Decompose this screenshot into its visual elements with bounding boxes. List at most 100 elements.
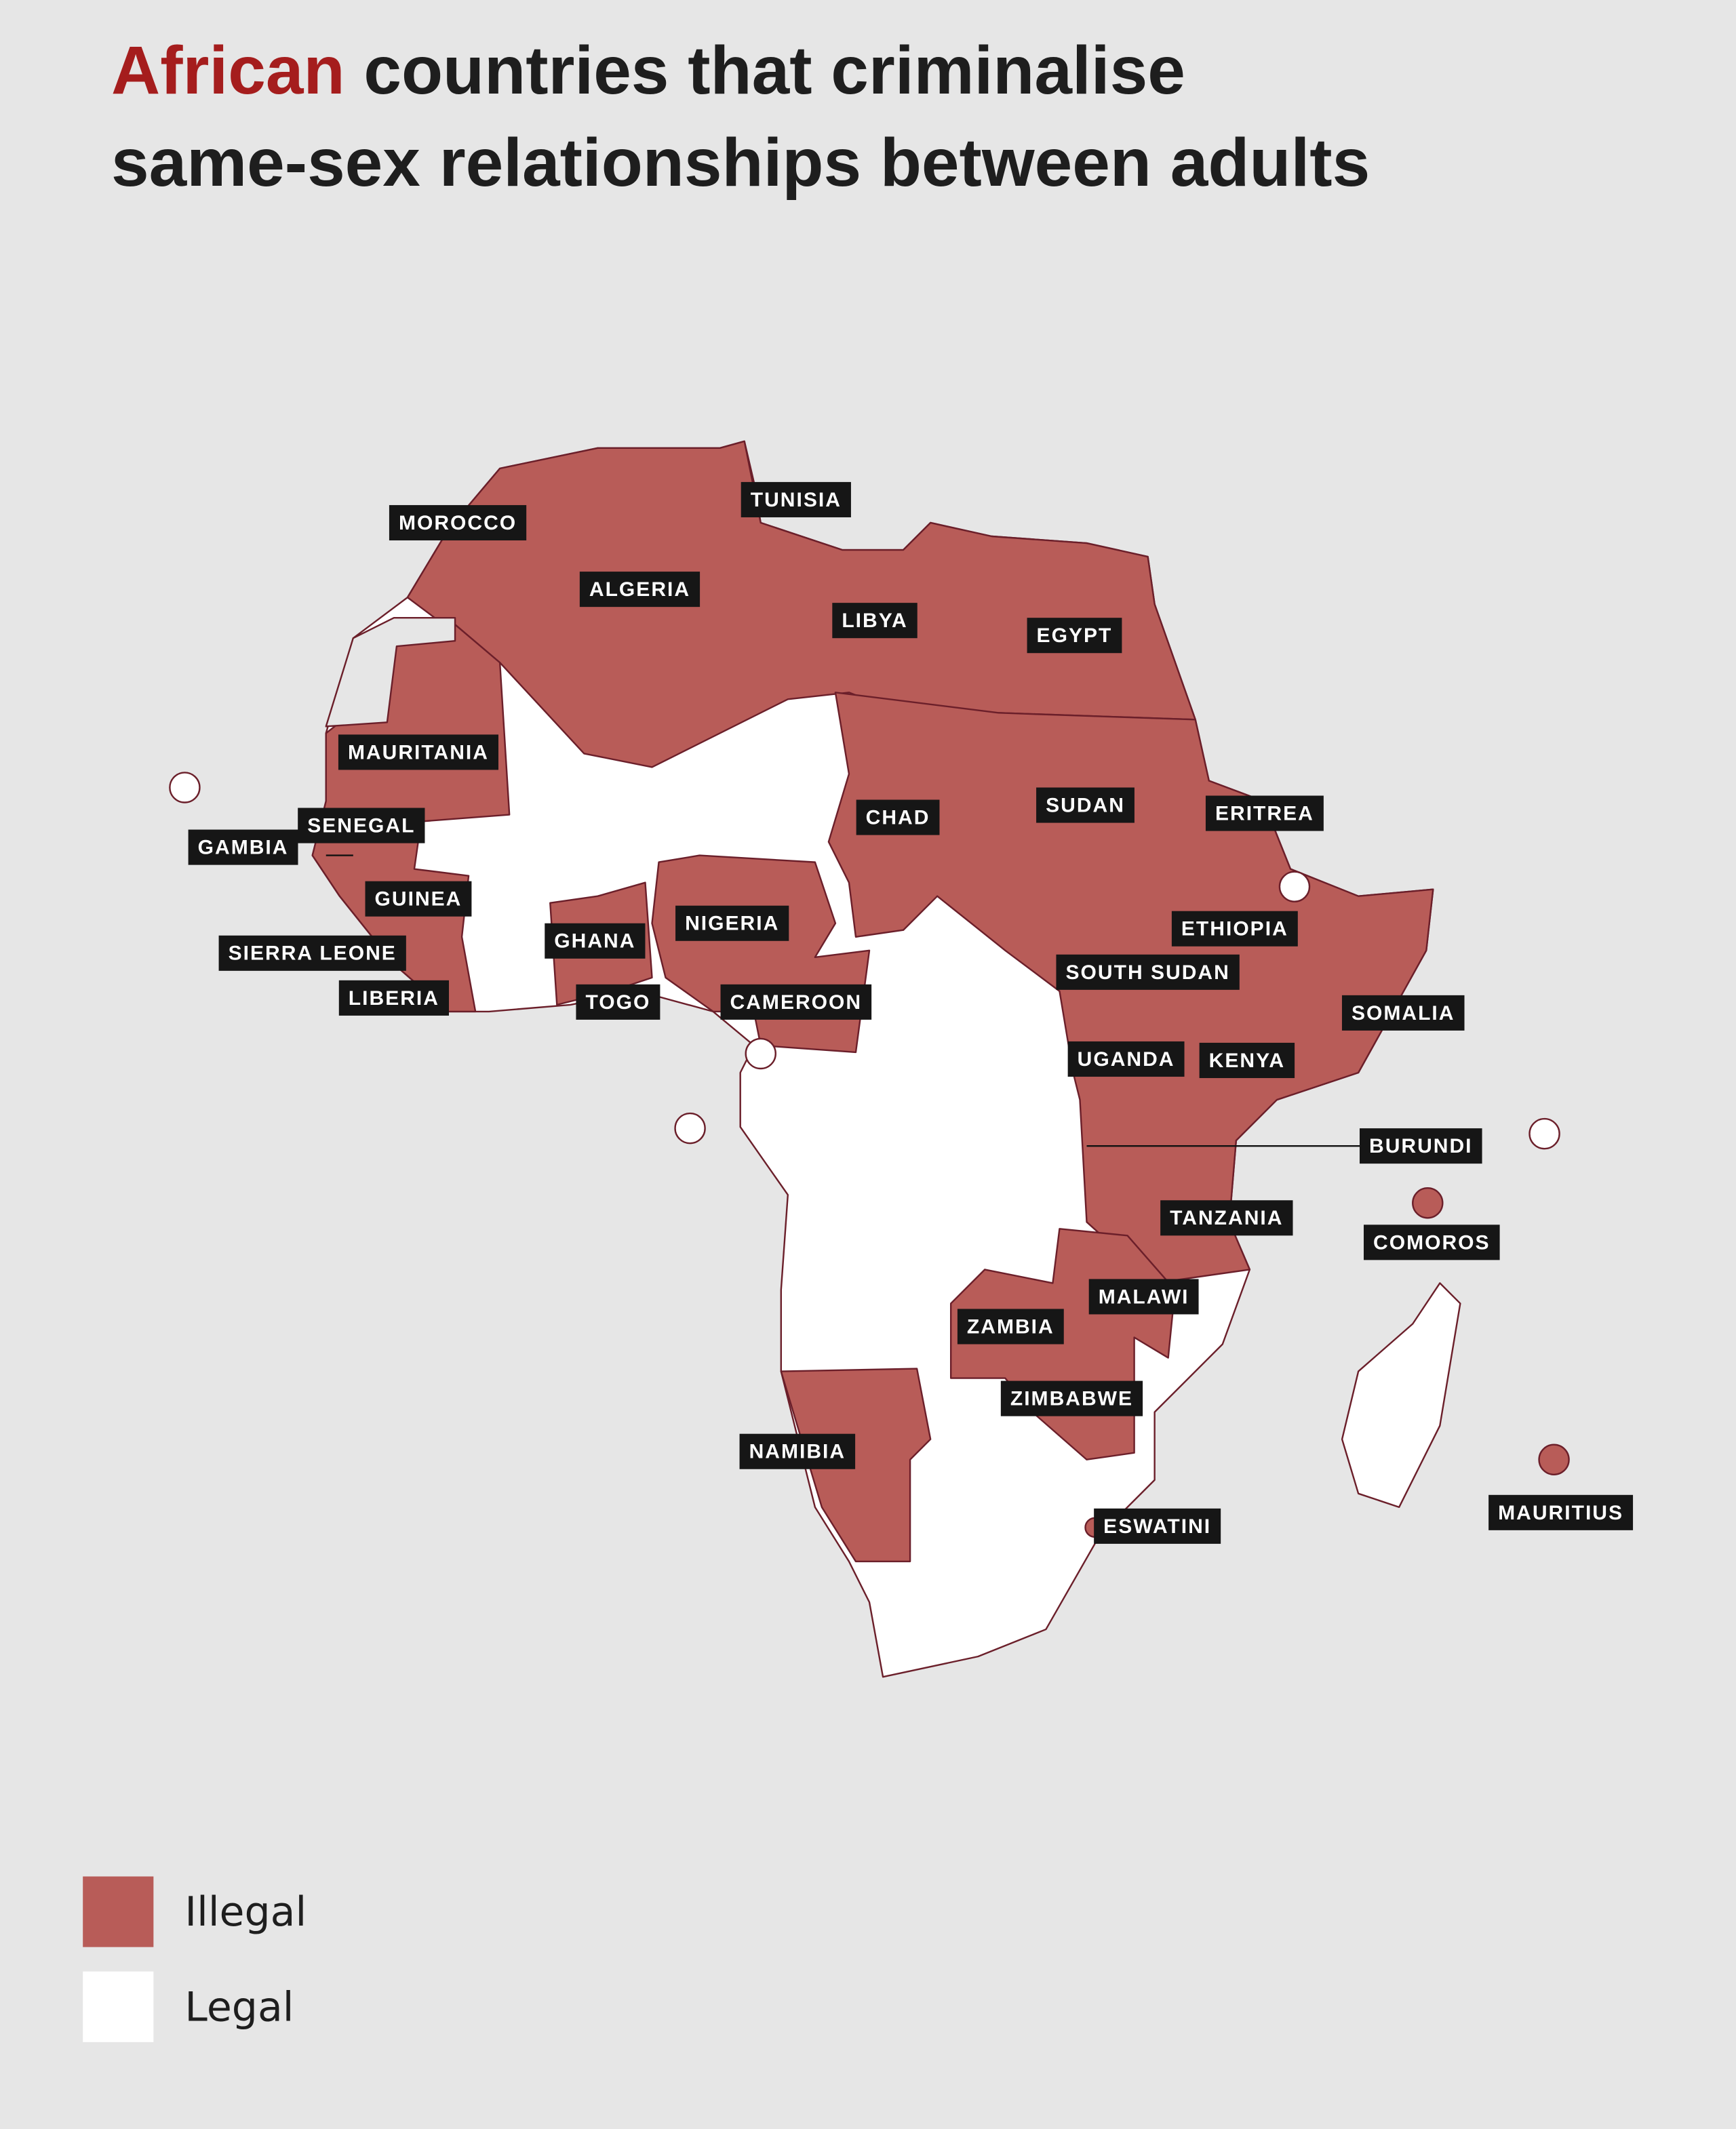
country-name: SOMALIA [1352,1002,1455,1024]
title: African countries that criminalise same-… [111,24,1712,209]
label-box [188,829,298,865]
label-box [1205,795,1324,831]
country-name: NIGERIA [685,913,779,935]
label-box [218,935,406,971]
country-name: SIERRA LEONE [229,942,397,965]
label-box [1088,1279,1199,1315]
country-label: ZAMBIA [957,1309,1064,1345]
label-box [1000,1380,1143,1416]
label-box [1363,1225,1500,1260]
country-name: SUDAN [1046,794,1125,816]
country-name: LIBERIA [349,987,439,1010]
country-label: SIERRA LEONE [218,935,406,971]
label-box [365,881,472,917]
label-box [1341,995,1465,1031]
country-name: NAMIBIA [749,1441,846,1463]
label-box [832,603,918,639]
country-name: SENEGAL [307,814,415,837]
label-box [1094,1508,1221,1544]
label-box [1027,618,1122,654]
island [169,772,201,803]
label-box [739,1433,856,1469]
country-label: CAMEROON [720,984,872,1020]
title-highlight: African [111,33,345,108]
country-label: MAURITIUS [1488,1494,1634,1530]
label-box [1036,787,1135,823]
country-label: CHAD [856,799,940,835]
label-box [720,984,872,1020]
label-box [1171,911,1298,947]
country-label: GHANA [545,923,646,959]
label-box [1067,1041,1185,1077]
country-label: LIBERIA [338,980,450,1016]
country-name: CAMEROON [730,991,863,1014]
island [1538,1444,1570,1475]
country-name: SOUTH SUDAN [1065,961,1229,984]
title-line1: countries that criminalise [363,33,1185,108]
country-name: MAURITANIA [348,741,489,763]
labels: MOROCCO ALGERIA TUNISIA LIBYA EGYPT MAURITANI… [188,481,1634,1544]
country-label: TOGO [576,984,660,1020]
country-label: GAMBIA [188,829,298,865]
country-label: LIBYA [832,603,918,639]
label-box [1056,954,1240,990]
country-name: ERITREA [1215,802,1314,824]
legend-swatch [83,1971,154,2042]
namibia-shape [780,1368,932,1563]
country-label: ESWATINI [1094,1508,1221,1544]
country-name: GAMBIA [198,837,289,859]
country-label: MALAWI [1088,1279,1199,1315]
country-name: TOGO [585,991,650,1014]
label-box [338,980,450,1016]
country-name: ESWATINI [1103,1515,1211,1538]
country-label: ETHIOPIA [1171,911,1298,947]
country-name: GUINEA [375,888,462,911]
country-label: BURUNDI [1359,1128,1482,1164]
island [674,1112,706,1145]
country-name: MAURITIUS [1498,1502,1623,1524]
country-label: UGANDA [1067,1041,1185,1077]
country-name: EGYPT [1037,624,1113,647]
country-name: LIBYA [842,610,907,632]
country-name: KENYA [1209,1050,1285,1072]
island [745,1037,776,1070]
legend-label: Legal [184,1983,294,2031]
country-label: COMOROS [1363,1225,1500,1260]
legend-label: Illegal [184,1888,307,1936]
country-label: SENEGAL [298,808,425,843]
label-box [856,799,940,835]
label-box [957,1309,1064,1345]
island [1412,1187,1444,1219]
island [1278,871,1311,902]
label-box [1199,1042,1295,1079]
label-box [389,504,527,541]
label-box [675,905,789,941]
label-box [579,572,701,608]
country-name: MALAWI [1099,1286,1189,1308]
country-name: TUNISIA [751,489,842,511]
country-name: ALGERIA [589,578,690,601]
label-box [741,481,851,517]
country-label: ZIMBABWE [1000,1380,1143,1416]
country-name: GHANA [554,930,635,953]
country-label: GUINEA [365,881,472,917]
label-box [338,734,498,770]
country-name: ZIMBABWE [1010,1388,1133,1410]
label-box [545,923,646,959]
country-label: SOUTH SUDAN [1056,954,1240,990]
label-box [298,808,425,843]
country-name: ETHIOPIA [1181,918,1288,940]
country-name: UGANDA [1078,1048,1175,1071]
country-label: MAURITANIA [338,734,498,770]
country-label: ALGERIA [579,572,701,608]
country-label: NIGERIA [675,905,789,941]
country-label: MOROCCO [389,504,527,541]
label-box [1488,1494,1634,1530]
country-label: TUNISIA [741,481,851,517]
label-box [576,984,660,1020]
country-name: COMOROS [1373,1231,1491,1254]
country-name: TANZANIA [1170,1207,1283,1229]
country-name: ZAMBIA [967,1315,1054,1338]
